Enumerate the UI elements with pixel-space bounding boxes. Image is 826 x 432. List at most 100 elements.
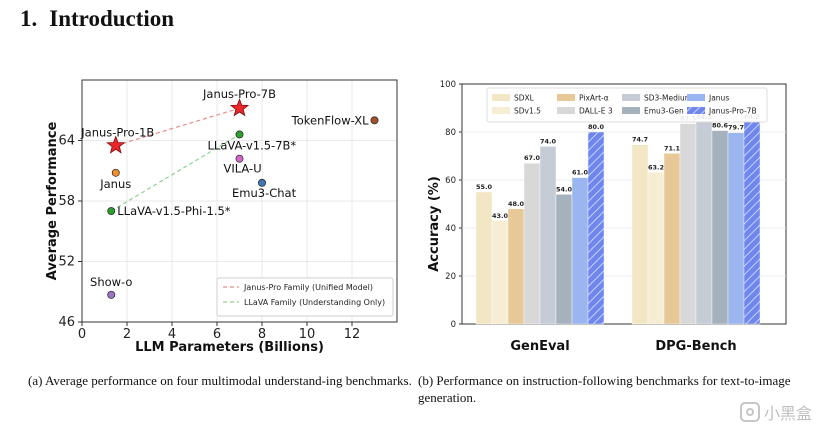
watermark-text: 小黑盒 [763, 404, 812, 423]
bar [587, 131, 605, 325]
point-label: TokenFlow-XL [291, 113, 369, 127]
point-label: Janus-Pro-7B [202, 87, 276, 101]
legend-swatch [492, 94, 510, 101]
bar [523, 162, 541, 325]
section-heading: 1. Introduction [20, 6, 174, 32]
bar [507, 208, 525, 325]
point-label: LLaVA-v1.5-7B* [208, 138, 297, 152]
bar [695, 121, 713, 325]
bar-value-label: 67.0 [524, 154, 541, 162]
point-dot [235, 154, 244, 163]
family-line-1 [110, 133, 240, 212]
legend-swatch [557, 94, 575, 101]
section-title: Introduction [49, 6, 175, 31]
point-star [229, 98, 250, 117]
bar-value-label: 71.1 [664, 144, 681, 152]
legend-swatch [492, 107, 510, 114]
bar [631, 144, 649, 325]
y-axis-label: Average Performance [45, 122, 60, 281]
legend-swatch [687, 107, 705, 114]
legend-label: SDv1.5 [514, 107, 541, 116]
bar [727, 132, 745, 325]
y-tick-label: 20 [445, 272, 456, 282]
legend-label: LLaVA Family (Understanding Only) [244, 298, 385, 307]
legend-label: SDXL [514, 94, 535, 103]
y-tick-label: 52 [58, 255, 75, 270]
x-tick-label: 0 [78, 327, 86, 342]
legend-swatch [622, 94, 640, 101]
point-dot [235, 130, 244, 139]
point-label: Janus [99, 177, 131, 191]
bar-value-label: 79.7 [728, 124, 744, 132]
x-tick-label: 12 [344, 327, 361, 342]
family-line-0 [115, 107, 240, 147]
x-axis-label: LLM Parameters (Billions) [135, 340, 324, 355]
bar [743, 121, 761, 325]
legend-label: Janus [708, 94, 729, 103]
x-tick-label: 10 [299, 327, 316, 342]
legend-swatch [622, 107, 640, 114]
bar [491, 220, 509, 325]
legend-swatch [557, 107, 575, 114]
point-dot [370, 116, 379, 125]
y-tick-label: 0 [451, 320, 456, 330]
point-label: Show-o [90, 275, 132, 289]
point-star [106, 135, 126, 154]
point-dot [107, 207, 116, 216]
x-tick-label: 8 [258, 327, 266, 342]
y-tick-label: 40 [445, 224, 456, 234]
bar-value-label: 80.0 [588, 123, 605, 131]
legend-label: PixArt-α [579, 94, 609, 103]
bar-value-label: 61.0 [572, 169, 589, 177]
point-dot [107, 290, 116, 299]
legend-swatch [687, 94, 705, 101]
bar [475, 191, 493, 325]
legend-label: SD3-Medium [644, 94, 692, 103]
point-dot [258, 178, 266, 187]
point-label: VILA-U [224, 162, 262, 176]
bar [647, 172, 665, 325]
y-tick-label: 80 [445, 128, 456, 138]
y-tick-label: 64 [58, 134, 75, 149]
bar-value-label: 43.0 [492, 212, 509, 220]
y-axis-label: Accuracy (%) [427, 176, 442, 272]
box-logo-icon [739, 402, 760, 422]
caption-left: (a) Average performance on four multimod… [28, 373, 412, 388]
point-label: LLaVA-v1.5-Phi-1.5* [117, 204, 231, 218]
y-tick-label: 58 [58, 194, 75, 209]
caption-right: (b) Performance on instruction-following… [418, 373, 791, 405]
bar [555, 194, 573, 325]
x-category-label: GenEval [510, 339, 569, 354]
legend-label: DALL-E 3 [579, 107, 613, 116]
point-label: Emu3-Chat [232, 186, 297, 200]
bar-value-label: 74.0 [540, 137, 557, 145]
bar-value-label: 63.2 [648, 163, 664, 171]
point-dot [111, 168, 120, 177]
section-number: 1. [20, 6, 38, 31]
point-label: Janus-Pro-1B [80, 126, 154, 140]
x-category-label: DPG-Bench [655, 339, 736, 354]
y-tick-label: 60 [445, 176, 456, 186]
bar [663, 153, 681, 325]
x-tick-label: 2 [123, 327, 131, 342]
legend-label: Janus-Pro-7B [708, 107, 757, 116]
bar-value-label: 55.0 [476, 183, 493, 191]
y-tick-label: 46 [58, 315, 75, 330]
bar-value-label: 54.0 [556, 185, 573, 193]
legend-label: Janus-Pro Family (Unified Model) [243, 283, 373, 292]
bar [711, 130, 729, 325]
bar [679, 123, 697, 325]
x-tick-label: 6 [213, 327, 221, 342]
legend-box [216, 277, 394, 317]
bar-value-label: 74.7 [632, 136, 648, 144]
watermark: 小黑盒 [739, 400, 812, 424]
legend-label: Emu3-Gen [644, 107, 684, 116]
y-tick-label: 100 [440, 80, 456, 90]
bar-value-label: 80.6 [712, 122, 729, 130]
bar [571, 177, 589, 325]
bar-value-label: 48.0 [508, 200, 525, 208]
x-tick-label: 4 [168, 327, 176, 342]
bar [539, 146, 557, 325]
